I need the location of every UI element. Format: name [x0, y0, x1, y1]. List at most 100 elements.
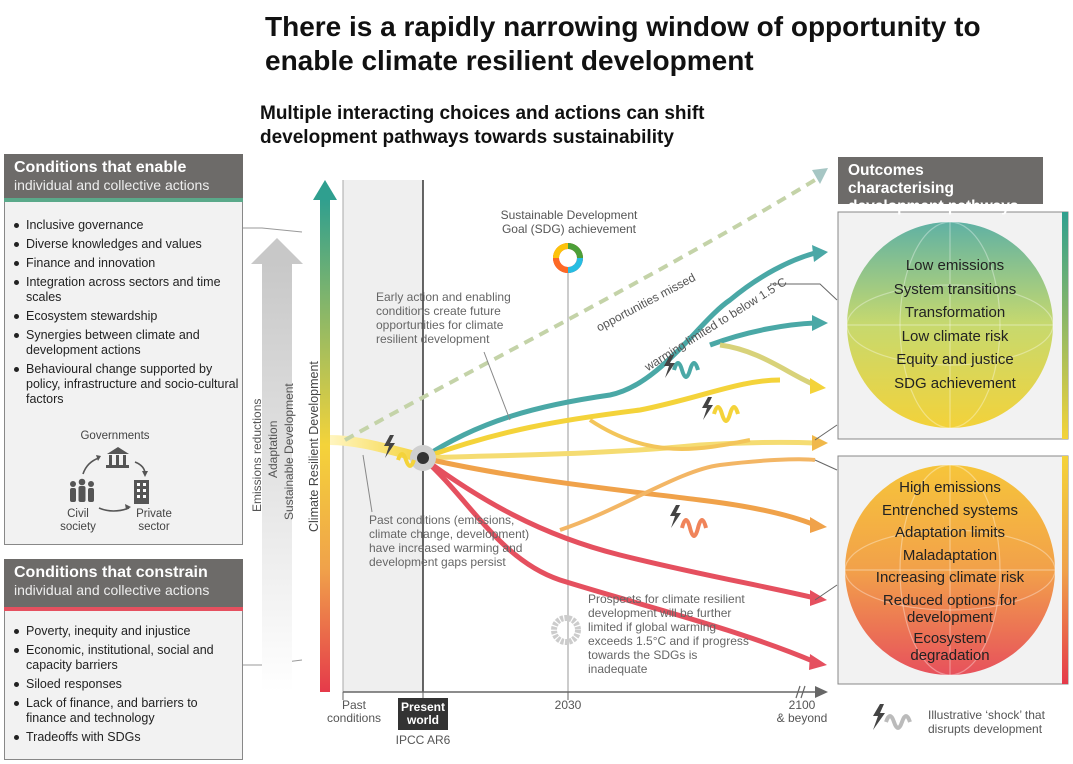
pathway-teal-branch	[709, 320, 816, 348]
outcome-item: High emissions	[899, 479, 1001, 496]
positive-connector-low	[814, 424, 838, 441]
axis-2030: 2030	[554, 698, 582, 712]
crd-gradient-bar	[320, 198, 330, 692]
list-item: Lack of finance, and barriers to finance…	[14, 696, 239, 726]
outcome-item: System transitions	[893, 280, 1017, 298]
sdg-wheel-grey-icon	[551, 615, 581, 645]
shock-icon	[670, 505, 708, 538]
negative-outcomes-bar	[1062, 456, 1068, 684]
list-item: Economic, institutional, social and capa…	[14, 643, 239, 673]
list-item: Ecosystem stewardship	[14, 309, 239, 324]
axis-present-world-line1: Present	[400, 700, 446, 714]
list-item: Inclusive governance	[14, 218, 239, 233]
sdg-wheel-icon	[553, 243, 583, 273]
axis-beyond: & beyond	[776, 711, 828, 725]
positive-connector	[800, 283, 838, 301]
constrain-heading: Conditions that constrain	[14, 564, 208, 581]
axis-break-1	[795, 685, 801, 699]
positive-outcomes-bar	[1062, 212, 1068, 439]
pathway-teal-to-yellow	[719, 342, 816, 388]
list-item: Synergies between climate and developmen…	[14, 328, 239, 358]
prospects-note: Prospects for climate resilient developm…	[588, 592, 749, 676]
label-sustainable-development: Sustainable Development	[282, 383, 296, 520]
axis-present-world-line2: world	[407, 713, 439, 727]
list-item: Integration across sectors and time scal…	[14, 275, 239, 305]
outcome-item: Increasing climate risk	[875, 569, 1025, 586]
positive-outcomes-list: Low emissions System transitions Transfo…	[870, 254, 1040, 395]
list-item: Tradeoffs with SDGs	[14, 730, 239, 745]
past-conditions-note: Past conditions (emissions, climate chan…	[369, 513, 530, 569]
actors-cycle-diagram	[70, 447, 149, 512]
pathway-orange-low	[559, 457, 816, 532]
outcome-item: Equity and justice	[896, 351, 1014, 368]
shock-icon	[664, 355, 700, 379]
outcome-item: Maladaptation	[902, 546, 998, 564]
list-item: Siloed responses	[14, 677, 239, 692]
outcome-item: Transformation	[904, 304, 1006, 321]
actor-private-sector: Private sector	[136, 508, 172, 533]
past-band	[343, 180, 423, 692]
pathway-red-upper	[421, 455, 816, 601]
outcome-item: Reduced options for development	[882, 591, 1018, 626]
negative-outcomes-list: High emissions Entrenched systems Adapta…	[862, 477, 1038, 666]
civil-society-people-icon	[70, 478, 94, 502]
negative-connector-low	[814, 584, 838, 601]
outcome-item: Ecosystem degradation	[910, 629, 990, 664]
negative-outcomes-globe	[845, 465, 1055, 675]
positive-outcomes-globe	[847, 222, 1053, 428]
outcome-item: Adaptation limits	[894, 524, 1006, 541]
pathway-yellow-mid	[422, 439, 816, 461]
main-title: There is a rapidly narrowing window of o…	[265, 11, 981, 76]
present-node	[417, 452, 429, 464]
development-shift-arrowhead	[251, 238, 303, 264]
label-climate-resilient-development: Climate Resilient Development	[307, 361, 321, 532]
axis-past-conditions: Past conditions	[326, 698, 382, 725]
shock-icon	[702, 397, 740, 423]
outcomes-heading: Outcomes characterising development path…	[848, 162, 1019, 215]
opportunities-missed-arrowhead	[812, 168, 828, 184]
pathway-yellow-to-orange	[588, 418, 751, 451]
pathway-teal-main	[421, 250, 816, 461]
negative-connector	[814, 459, 838, 471]
cycle-arrows-icon	[82, 455, 148, 512]
constrain-subheading: individual and collective actions	[14, 582, 210, 598]
axis-2100: 2100	[788, 698, 816, 712]
enable-subheading: individual and collective actions	[14, 177, 210, 193]
axis-break-2	[800, 685, 806, 699]
enable-heading: Conditions that enable	[14, 159, 187, 176]
subtitle: Multiple interacting choices and actions…	[260, 103, 705, 148]
list-item: Poverty, inequity and injustice	[14, 624, 239, 639]
outcome-item: SDG achievement	[894, 374, 1016, 392]
enable-connector	[243, 227, 303, 233]
list-item: Diverse knowledges and values	[14, 237, 239, 252]
actor-civil-society: Civil society	[60, 508, 96, 533]
list-item: Behavioural change supported by policy, …	[14, 362, 239, 407]
constrain-list: Poverty, inequity and injustice Economic…	[4, 618, 249, 749]
outcome-item: Low climate risk	[901, 327, 1009, 345]
development-shift-arrow	[262, 262, 292, 692]
crd-bar-arrowhead	[313, 180, 337, 200]
early-action-note: Early action and enabling conditions cre…	[376, 290, 511, 346]
constrain-header: Conditions that constrain individual and…	[4, 559, 243, 611]
sdg-label: Sustainable Development Goal (SDG) achie…	[500, 208, 638, 236]
legend-shock-label: Illustrative ‘shock’ that disrupts devel…	[928, 708, 1045, 736]
private-sector-building-icon	[134, 480, 149, 504]
time-axis-arrowhead	[815, 686, 828, 698]
outcomes-header: Outcomes characterising development path…	[838, 157, 1043, 215]
list-item: Finance and innovation	[14, 256, 239, 271]
label-adaptation: Adaptation	[266, 420, 280, 478]
pathway-yellow-upper	[422, 377, 781, 461]
present-world-box	[398, 698, 448, 730]
label-emissions-reductions: Emissions reductions	[250, 398, 264, 512]
enable-list: Inclusive governance Diverse knowledges …	[4, 212, 249, 411]
actor-governments: Governments	[80, 430, 150, 442]
pathway-orange	[422, 455, 816, 528]
outcome-item: Low emissions	[905, 257, 1005, 274]
legend-shock-icon	[873, 704, 912, 730]
pathway-red-lower	[421, 456, 816, 665]
axis-ipcc-ar6: IPCC AR6	[395, 733, 451, 747]
shock-icon	[384, 435, 416, 468]
government-building-icon	[106, 447, 129, 468]
enable-header: Conditions that enable individual and co…	[4, 154, 243, 202]
